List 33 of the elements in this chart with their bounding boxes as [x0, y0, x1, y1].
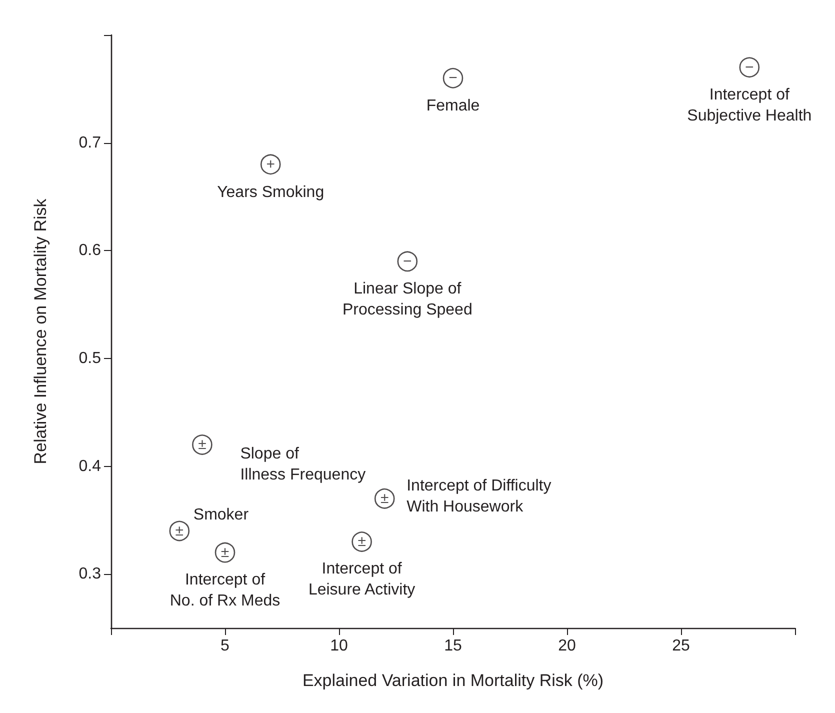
x-tick-label: 20 [558, 638, 576, 654]
annotation: Smoker [193, 506, 250, 524]
y-tick-label: 0.7 [78, 134, 102, 152]
y-tick-label: 0.3 [78, 566, 102, 583]
x-axis-title: Explained Variation in Mortality Risk (%) [302, 671, 604, 690]
y-tick-label: 0.4 [78, 458, 102, 475]
data-label: − [745, 58, 754, 76]
x-tick-label: 5 [220, 638, 230, 654]
annotation: Intercept of No. of Rx Meds [170, 572, 280, 610]
y-axis-title: Relative Influence on Mortality Risk [31, 198, 50, 464]
data-label: ± [380, 490, 389, 508]
data-label: + [266, 156, 276, 173]
annotation: Intercept of Subjective Health [687, 86, 812, 124]
annotation: Intercept of Difficulty With Housework [406, 478, 552, 516]
annotation: Linear Slope of Processing Speed [342, 280, 472, 318]
data-label: − [448, 70, 458, 87]
x-tick-label: 25 [672, 638, 690, 654]
x-tick-label: 15 [444, 638, 462, 654]
point [739, 57, 760, 78]
data-label: − [403, 252, 412, 270]
point [442, 68, 464, 88]
annotation: Female [426, 98, 480, 115]
y-tick-label: 0.5 [78, 350, 102, 367]
y-tick-label: 0.6 [78, 242, 102, 260]
x-tick-label: 10 [330, 638, 348, 654]
data-label: ± [220, 544, 230, 562]
data-label: ± [198, 436, 206, 454]
point [397, 251, 418, 272]
data-label: ± [175, 522, 184, 540]
annotation: Years Smoking [217, 184, 324, 201]
data-label: ± [358, 533, 366, 550]
annotation: Intercept of Leisure Activity [308, 560, 416, 599]
annotation: Slope of Illness Frequency [240, 446, 366, 484]
